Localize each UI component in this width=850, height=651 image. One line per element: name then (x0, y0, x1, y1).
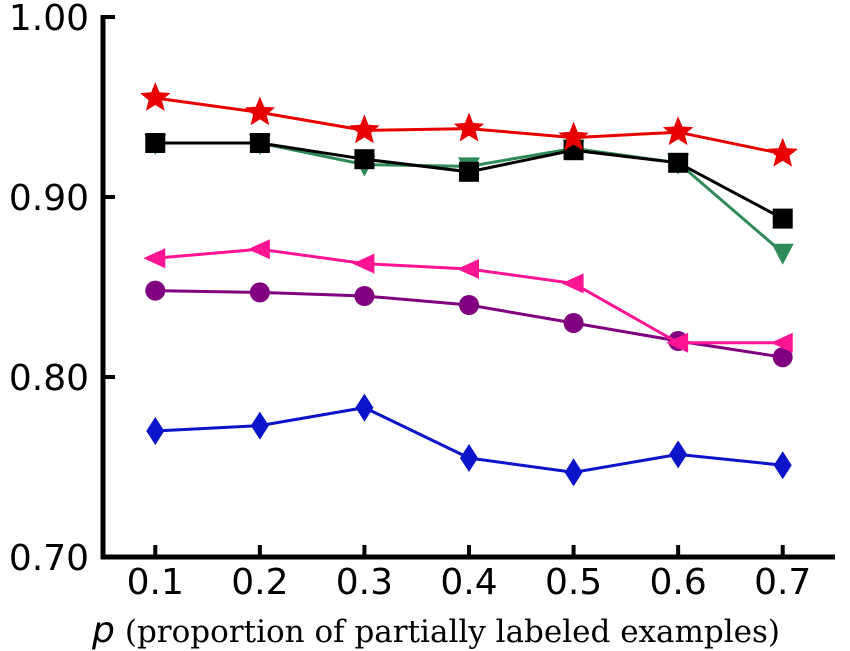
series-layer (140, 82, 798, 487)
data-point (662, 116, 694, 146)
y-tick-label: 0.90 (9, 178, 89, 219)
data-point (145, 280, 166, 301)
tick-labels: 0.70 0.80 0.90 1.00 0.1 0.2 0.3 0.4 0.5 0.6 0.7 (9, 0, 812, 603)
x-axis-label: p (proportion of partially labeled exampl… (91, 610, 780, 651)
data-point (244, 96, 276, 126)
series-triangle-down (144, 134, 794, 265)
axes (100, 15, 835, 560)
series-circle (145, 280, 793, 368)
data-point (143, 248, 166, 269)
series-diamond (146, 393, 792, 487)
data-point (561, 273, 584, 294)
data-point (140, 82, 171, 111)
data-point (563, 313, 584, 333)
data-point (354, 149, 375, 170)
data-point (249, 133, 270, 153)
data-point (354, 286, 375, 306)
series-star (140, 82, 798, 167)
x-tick-label: 0.7 (754, 562, 811, 603)
series-square (145, 133, 793, 229)
data-point (457, 259, 479, 279)
data-point (772, 208, 793, 229)
data-point (247, 239, 270, 260)
data-point (669, 440, 688, 469)
data-point (666, 332, 689, 353)
x-tick-label: 0.3 (336, 562, 393, 603)
data-point (771, 243, 794, 265)
data-point (460, 444, 478, 472)
data-point (352, 253, 375, 274)
data-point (250, 411, 269, 440)
x-tick-label: 0.4 (440, 562, 497, 603)
y-tick-label: 0.80 (9, 358, 89, 399)
x-axis-symbol: p (91, 610, 115, 651)
data-point (773, 451, 792, 480)
y-tick-label: 0.70 (9, 538, 89, 579)
data-point (564, 458, 583, 487)
x-tick-label: 0.2 (231, 562, 288, 603)
data-point (459, 161, 479, 182)
data-point (355, 393, 374, 422)
x-tick-label: 0.6 (650, 562, 707, 603)
data-point (146, 417, 165, 445)
data-point (459, 295, 479, 315)
x-axis-description: (proportion of partially labeled example… (125, 614, 780, 650)
x-tick-label: 0.5 (545, 562, 602, 603)
data-point (772, 347, 793, 368)
data-point (770, 332, 793, 353)
data-point (249, 282, 270, 303)
data-point (453, 112, 485, 142)
data-point (349, 114, 380, 144)
y-tick-label: 1.00 (9, 0, 89, 39)
data-point (145, 133, 166, 153)
x-tick-label: 0.1 (127, 562, 184, 603)
data-point (558, 121, 589, 151)
series-triangle-left (143, 239, 793, 353)
data-point (668, 152, 689, 173)
data-point (767, 137, 798, 167)
